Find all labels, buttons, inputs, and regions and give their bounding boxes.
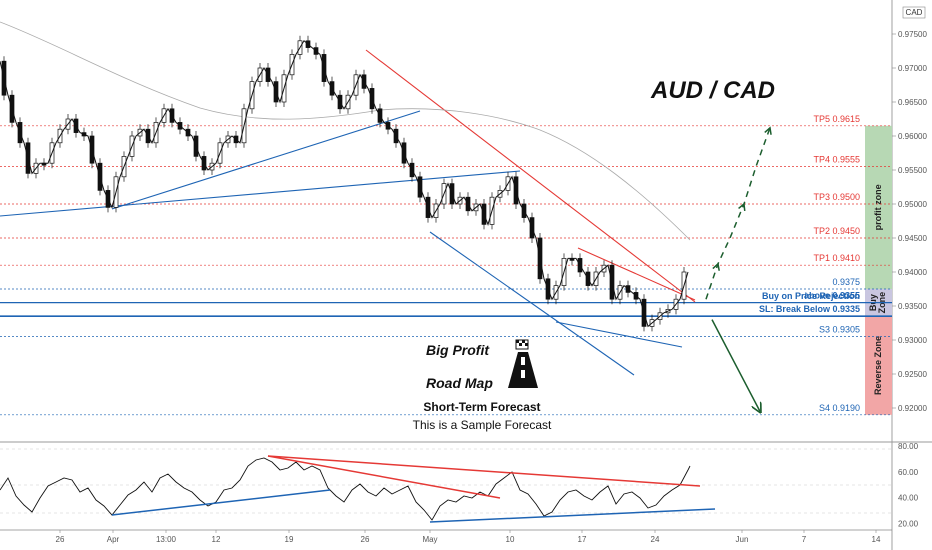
y-tick-label: 0.96000 [898, 132, 927, 141]
currency-label: CAD [906, 8, 923, 17]
reverse-arrow [711, 319, 760, 412]
zone-2 [865, 316, 892, 415]
forecast-arrow [705, 127, 771, 300]
svg-text:Road Map: Road Map [426, 375, 493, 391]
oscillator-axis: 80.00 60.00 40.00 20.00 [898, 442, 919, 529]
level-label: TP4 0.9555 [813, 155, 860, 165]
oscillator-panel [0, 448, 892, 523]
y-tick-label: 0.94500 [898, 234, 927, 243]
svg-text:This is a Sample Forecast: This is a Sample Forecast [413, 418, 552, 432]
y-tick-label: 0.93500 [898, 302, 927, 311]
zone-label: profit zone [873, 184, 883, 230]
x-tick-label: May [422, 535, 437, 544]
y-tick-label: 0.97500 [898, 30, 927, 39]
y-tick-label: 0.96500 [898, 98, 927, 107]
price-line [0, 40, 689, 328]
level-label: SL: Break Below 0.9335 [759, 304, 860, 314]
forecast-arrowhead [764, 126, 772, 135]
resistance-trendline [577, 247, 696, 301]
support-trendline [555, 321, 683, 348]
osc-tick-label: 40.00 [898, 494, 919, 503]
x-tick-label: 19 [285, 535, 294, 544]
y-tick-label: 0.94000 [898, 268, 927, 277]
x-tick-label: Jun [736, 535, 749, 544]
osc-tick-label: 20.00 [898, 520, 919, 529]
x-tick-label: 26 [361, 535, 370, 544]
svg-text:Short-Term Forecast: Short-Term Forecast [423, 400, 540, 414]
time-axis: 26 Apr 13:00 12 19 26 May 10 17 24 Jun 7 14 [56, 530, 881, 544]
x-tick-label: 17 [578, 535, 587, 544]
price-axis: 0.97500 0.97000 0.96500 0.96000 0.95500 0.950… [892, 30, 927, 413]
y-tick-label: 0.93000 [898, 336, 927, 345]
oscillator-support [111, 489, 331, 516]
forecast-arrowhead [738, 202, 746, 212]
oscillator-resistance [267, 455, 501, 499]
support-trendline [429, 231, 635, 376]
level-label: TP3 0.9500 [813, 192, 860, 202]
zone-0 [865, 125, 892, 289]
x-tick-label: 24 [651, 535, 660, 544]
x-tick-label: 13:00 [156, 535, 177, 544]
oscillator-resistance [267, 455, 701, 487]
osc-tick-label: 80.00 [898, 442, 919, 451]
level-label: TP5 0.9615 [813, 114, 860, 124]
level-label: TP2 0.9450 [813, 226, 860, 236]
level-label: above 0.9355 [804, 291, 860, 301]
y-tick-label: 0.95500 [898, 166, 927, 175]
osc-tick-label: 60.00 [898, 468, 919, 477]
level-label: S3 0.9305 [819, 325, 860, 335]
level-label: Buy on Price Rejection [762, 291, 860, 301]
y-tick-label: 0.92000 [898, 404, 927, 413]
support-trendline [111, 110, 421, 210]
x-tick-label: 12 [212, 535, 221, 544]
x-tick-label: 7 [802, 535, 807, 544]
zone-label: Reverse Zone [873, 336, 883, 395]
forecast-arrowhead [712, 262, 720, 271]
x-tick-label: 10 [506, 535, 515, 544]
oscillator-support [429, 508, 716, 523]
level-label: S4 0.9190 [819, 403, 860, 413]
y-tick-label: 0.97000 [898, 64, 927, 73]
road-map-logo: Big Profit Road Map Short-Term Forecast … [413, 339, 552, 432]
resistance-trendline [365, 49, 696, 303]
support-trendline [0, 170, 521, 217]
y-tick-label: 0.95000 [898, 200, 927, 209]
svg-text:Big Profit: Big Profit [426, 342, 490, 358]
chart-title: AUD / CAD [650, 77, 775, 104]
oscillator-line [0, 457, 691, 521]
x-tick-label: 26 [56, 535, 65, 544]
x-tick-label: 14 [872, 535, 881, 544]
trendlines [0, 49, 696, 376]
level-label: 0.9375 [832, 277, 860, 287]
y-tick-label: 0.92500 [898, 370, 927, 379]
level-label: TP1 0.9410 [813, 253, 860, 263]
x-tick-label: Apr [107, 535, 120, 544]
